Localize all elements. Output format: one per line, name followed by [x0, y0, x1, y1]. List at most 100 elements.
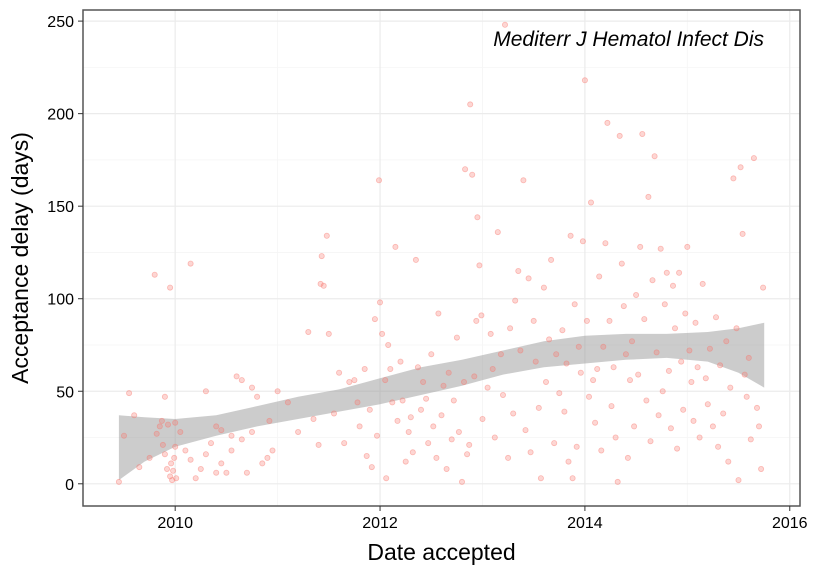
data-point [366, 406, 373, 413]
data-point [643, 397, 650, 404]
data-point [553, 351, 560, 358]
data-point [318, 253, 325, 260]
data-point [356, 423, 363, 430]
data-point [469, 171, 476, 178]
data-point [598, 447, 605, 454]
data-point [635, 371, 642, 378]
data-point [218, 427, 225, 434]
data-point [592, 419, 599, 426]
data-point [567, 232, 574, 239]
data-point [612, 434, 619, 441]
data-point [433, 454, 440, 461]
data-point [522, 427, 529, 434]
data-point [551, 440, 558, 447]
data-point [164, 421, 171, 428]
data-point [228, 447, 235, 454]
data-point [259, 460, 266, 467]
data-point [756, 423, 763, 430]
data-point [170, 467, 177, 474]
data-point [709, 423, 716, 430]
data-point [420, 378, 427, 385]
data-point [315, 441, 322, 448]
data-point [537, 475, 544, 482]
data-point [131, 412, 138, 419]
data-point [376, 299, 383, 306]
axis-ticks: 2010 2012 2014 2016 0 50 100 150 200 250 [47, 14, 807, 532]
data-point [423, 395, 430, 402]
data-point [532, 358, 539, 365]
data-point [173, 475, 180, 482]
data-point [512, 297, 519, 304]
data-point [602, 240, 609, 247]
data-point [409, 449, 416, 456]
data-point [458, 478, 465, 485]
data-point [674, 445, 681, 452]
data-point [641, 316, 648, 323]
data-point [460, 378, 467, 385]
x-tick-label: 2016 [772, 515, 808, 532]
data-point [627, 377, 634, 384]
data-point [639, 130, 646, 137]
y-tick-label: 100 [47, 292, 74, 309]
x-tick-label: 2010 [157, 515, 193, 532]
data-point [478, 312, 485, 319]
data-point [579, 238, 586, 245]
data-point [676, 269, 683, 276]
data-point [692, 319, 699, 326]
data-point [678, 358, 685, 365]
data-point [202, 451, 209, 458]
data-point [546, 336, 553, 343]
data-point [464, 451, 471, 458]
data-point [121, 432, 128, 439]
y-axis-title: Acceptance delay (days) [7, 132, 33, 384]
data-point [694, 364, 701, 371]
data-point [631, 423, 638, 430]
data-point [497, 351, 504, 358]
data-point [171, 454, 178, 461]
data-point [624, 454, 631, 461]
data-point [383, 475, 390, 482]
data-point [571, 301, 578, 308]
data-point [428, 351, 435, 358]
data-point [323, 232, 330, 239]
data-point [373, 432, 380, 439]
data-point [146, 454, 153, 461]
data-point [501, 21, 508, 28]
data-point [136, 464, 143, 471]
x-axis-title: Date accepted [367, 539, 515, 565]
data-point [665, 367, 672, 374]
data-point [233, 373, 240, 380]
smooth-band-layer [118, 322, 765, 481]
data-point [548, 256, 555, 263]
data-point [620, 303, 627, 310]
data-point [717, 362, 724, 369]
data-point [392, 243, 399, 250]
data-point [394, 417, 401, 424]
data-point [213, 423, 220, 430]
data-point [361, 365, 368, 372]
data-point [747, 436, 754, 443]
data-point [491, 434, 498, 441]
data-point [238, 377, 245, 384]
data-point [163, 465, 170, 472]
data-point [610, 364, 617, 371]
data-point [385, 341, 392, 348]
data-point [527, 449, 534, 456]
data-point [608, 403, 615, 410]
data-point [266, 417, 273, 424]
data-point [540, 284, 547, 291]
data-point [187, 456, 194, 463]
y-tick-label: 0 [65, 477, 74, 494]
data-point [264, 454, 271, 461]
data-point [228, 432, 235, 439]
data-point [317, 280, 324, 287]
data-point [466, 441, 473, 448]
data-point [336, 369, 343, 376]
data-point [575, 343, 582, 350]
data-point [115, 478, 122, 485]
data-point [661, 301, 668, 308]
data-point [207, 440, 214, 447]
data-point [569, 475, 576, 482]
data-point [405, 428, 412, 435]
data-point [647, 438, 654, 445]
